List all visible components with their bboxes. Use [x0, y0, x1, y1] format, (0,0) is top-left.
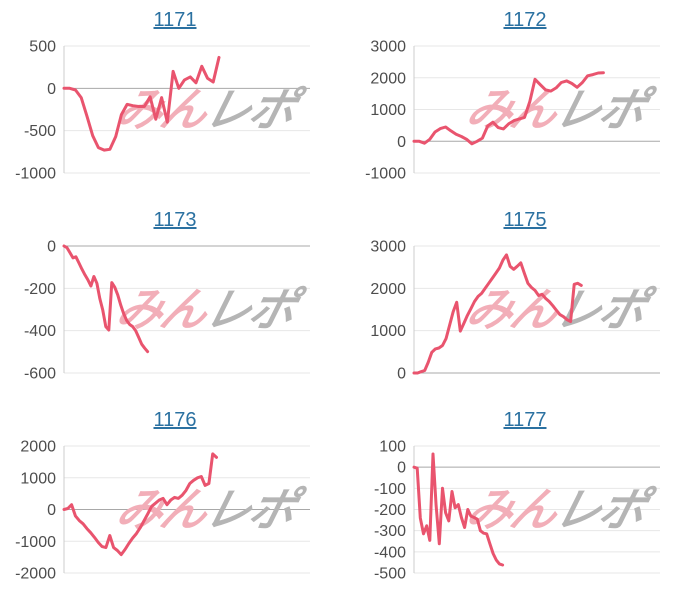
payout-line-series: [412, 452, 505, 567]
y-tick-label: 2000: [20, 439, 56, 456]
chart-cell-1176: 1176 2000 1000 0 -1000 -2000 みんレポ: [0, 400, 350, 600]
minrepo-watermark-text: みんレポ: [111, 84, 309, 135]
watermark-pink-part: みん: [461, 484, 565, 535]
y-tick-label: -400: [24, 323, 56, 340]
watermark-gray-part: レポ: [199, 284, 309, 335]
y-tick-label: -200: [374, 502, 406, 519]
y-tick-label: 1000: [370, 102, 406, 119]
line-chart-1173: 0 -200 -400 -600 みんレポ: [24, 239, 310, 383]
y-tick-label: -1000: [15, 534, 56, 551]
y-tick-label: 100: [379, 439, 406, 456]
line-chart-1177: 100 0 -100 -200 -300 -400 -500 みんレポ: [374, 439, 660, 583]
watermark-gray-part: レポ: [549, 284, 659, 335]
watermark-pink-part: みん: [111, 484, 215, 535]
y-tick-label: 2000: [370, 70, 406, 87]
y-tick-label: 2000: [370, 281, 406, 298]
minrepo-watermark-text: みんレポ: [461, 484, 659, 535]
y-tick-label: 500: [29, 39, 56, 56]
minrepo-watermark-text: みんレポ: [461, 84, 659, 135]
line-chart-1172: 3000 2000 1000 0 -1000 みんレポ: [365, 39, 660, 183]
machine-number-link-1176[interactable]: 1176: [153, 409, 197, 431]
y-tick-label: 1000: [20, 470, 56, 487]
y-tick-label: -100: [374, 481, 406, 498]
chart-cell-1173: 1173 0 -200 -400 -600 みんレポ: [0, 200, 350, 400]
payout-line-series: [62, 452, 218, 557]
chart-title-row: 1177: [350, 409, 700, 432]
minrepo-watermark: みんレポ: [461, 284, 659, 335]
minrepo-watermark: みんレポ: [111, 284, 309, 335]
watermark-pink-part: みん: [111, 284, 215, 335]
watermark-gray-part: レポ: [199, 84, 309, 135]
y-tick-label: -400: [374, 544, 406, 561]
chart-cell-1171: 1171 500 0 -500 -1000 みんレポ: [0, 0, 350, 200]
y-tick-label: 1000: [370, 323, 406, 340]
y-tick-label: -2000: [15, 566, 56, 583]
y-tick-label: -500: [24, 123, 56, 140]
minrepo-watermark-text: みんレポ: [461, 284, 659, 335]
y-tick-label: 0: [47, 502, 56, 519]
payout-line-series: [412, 253, 583, 375]
machine-number-link-1175[interactable]: 1175: [503, 209, 547, 231]
payout-line-series: [62, 244, 150, 354]
y-tick-label: 0: [397, 460, 406, 477]
y-tick-label: -1000: [15, 166, 56, 183]
y-tick-label: 0: [47, 239, 56, 256]
machine-number-link-1172[interactable]: 1172: [503, 9, 547, 31]
minrepo-watermark: みんレポ: [111, 84, 309, 135]
chart-title-row: 1171: [0, 9, 350, 32]
chart-title-row: 1172: [350, 9, 700, 32]
watermark-gray-part: レポ: [549, 484, 659, 535]
line-chart-1175: 3000 2000 1000 0 みんレポ: [370, 239, 660, 383]
y-tick-label: 3000: [370, 239, 406, 256]
y-tick-label: 0: [397, 134, 406, 151]
machine-number-link-1173[interactable]: 1173: [153, 209, 197, 231]
chart-title-row: 1175: [350, 209, 700, 232]
y-tick-label: 0: [47, 81, 56, 98]
chart-title-row: 1176: [0, 409, 350, 432]
minrepo-watermark: みんレポ: [461, 484, 659, 535]
machine-number-link-1171[interactable]: 1171: [153, 9, 197, 31]
line-chart-1176: 2000 1000 0 -1000 -2000 みんレポ: [15, 439, 310, 583]
payout-line-series: [412, 71, 605, 146]
machine-number-link-1177[interactable]: 1177: [503, 409, 547, 431]
chart-cell-1175: 1175 3000 2000 1000 0 みんレポ: [350, 200, 700, 400]
chart-cell-1177: 1177 100 0 -100 -200 -300 -400 -500 みんレポ: [350, 400, 700, 600]
y-tick-label: -600: [24, 366, 56, 383]
y-tick-label: -1000: [365, 166, 406, 183]
line-chart-1171: 500 0 -500 -1000 みんレポ: [15, 39, 310, 183]
y-tick-label: -200: [24, 281, 56, 298]
payout-line-series: [62, 55, 221, 152]
watermark-pink-part: みん: [461, 284, 565, 335]
chart-cell-1172: 1172 3000 2000 1000 0 -1000 みんレポ: [350, 0, 700, 200]
watermark-pink-part: みん: [461, 84, 565, 135]
chart-title-row: 1173: [0, 209, 350, 232]
y-tick-label: -500: [374, 566, 406, 583]
y-tick-label: 0: [397, 366, 406, 383]
watermark-gray-part: レポ: [549, 84, 659, 135]
minrepo-watermark-text: みんレポ: [111, 284, 309, 335]
y-tick-label: -300: [374, 523, 406, 540]
watermark-gray-part: レポ: [199, 484, 309, 535]
y-tick-label: 3000: [370, 39, 406, 56]
minrepo-watermark: みんレポ: [461, 84, 659, 135]
